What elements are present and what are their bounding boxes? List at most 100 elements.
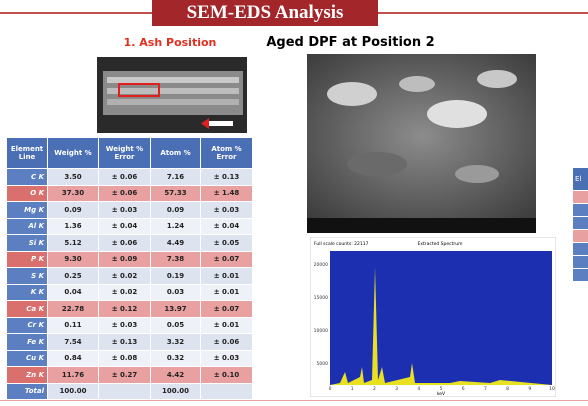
cell: ± 0.02	[99, 268, 150, 284]
ash-heading: 1. Ash Position	[100, 36, 240, 49]
column-header: Weight %	[48, 138, 98, 168]
cell: 0.09	[48, 202, 98, 218]
title-banner: SEM-EDS Analysis	[152, 0, 378, 26]
y-tick-label: 5000	[317, 361, 329, 367]
cell: 100.00	[151, 384, 200, 400]
y-tick-label: 10000	[314, 328, 328, 334]
cell: ± 0.05	[201, 235, 252, 251]
cell: ± 0.06	[99, 186, 150, 202]
spectrum-xlabel: keV	[437, 391, 446, 397]
cell: 0.32	[151, 351, 200, 367]
dpf-heading: Aged DPF at Position 2	[258, 35, 443, 50]
cell: 7.38	[151, 252, 200, 268]
y-tick-label: 15000	[314, 295, 328, 301]
cell: 0.11	[48, 318, 98, 334]
element-cell: Fe K	[7, 334, 47, 350]
cell: 0.04	[48, 285, 98, 301]
cell: 100.00	[48, 384, 98, 400]
cell: ± 0.09	[99, 252, 150, 268]
cell: ± 0.07	[201, 301, 252, 317]
element-cell: C K	[7, 169, 47, 185]
cell: ± 0.27	[99, 367, 150, 383]
cell: 37.30	[48, 186, 98, 202]
cell: 13.97	[151, 301, 200, 317]
x-tick-label: 7	[484, 386, 487, 392]
cell: 1.24	[151, 219, 200, 235]
cell: 0.84	[48, 351, 98, 367]
cell: 9.30	[48, 252, 98, 268]
slide: SEM-EDS Analysis 1. Ash Position Element…	[0, 0, 588, 406]
x-tick-label: 8	[506, 386, 509, 392]
cell: 3.50	[48, 169, 98, 185]
x-tick-label: 0	[329, 386, 332, 392]
cell: ± 0.03	[201, 351, 252, 367]
x-tick-label: 6	[462, 386, 465, 392]
cell: ± 0.13	[201, 169, 252, 185]
element-cell: Mg K	[7, 202, 47, 218]
x-tick-label: 1	[351, 386, 354, 392]
cell: 7.54	[48, 334, 98, 350]
column-header: Element Line	[7, 138, 47, 168]
cell: 7.16	[151, 169, 200, 185]
cell: ± 0.02	[99, 285, 150, 301]
cell: ± 0.01	[201, 268, 252, 284]
element-cell: Si K	[7, 235, 47, 251]
spectrum-counts: Full scale counts: 22117	[314, 241, 369, 247]
x-tick-label: 9	[528, 386, 531, 392]
element-cell: O K	[7, 186, 47, 202]
ash-photo	[97, 57, 247, 133]
cell: ± 0.08	[99, 351, 150, 367]
x-tick-label: 4	[417, 386, 420, 392]
cell: ± 0.13	[99, 334, 150, 350]
cell: ± 1.48	[201, 186, 252, 202]
cut-header: El	[573, 168, 588, 190]
cell: 0.19	[151, 268, 200, 284]
cell: ± 0.04	[201, 219, 252, 235]
bottom-rule	[0, 400, 588, 401]
element-cell: S K	[7, 268, 47, 284]
element-cell: Al K	[7, 219, 47, 235]
cell: ± 0.06	[99, 169, 150, 185]
cell: 3.32	[151, 334, 200, 350]
cell: 57.33	[151, 186, 200, 202]
element-cell: Cu K	[7, 351, 47, 367]
cell: 0.03	[151, 285, 200, 301]
column-header: Atom % Error	[201, 138, 252, 168]
element-cell: Ca K	[7, 301, 47, 317]
cell	[201, 384, 252, 400]
element-cell: Total	[7, 384, 47, 400]
cell: 22.78	[48, 301, 98, 317]
y-tick-label: 20000	[314, 262, 328, 268]
cell: ± 0.03	[99, 202, 150, 218]
cell: 0.25	[48, 268, 98, 284]
cell: ± 0.01	[201, 285, 252, 301]
cell: 0.09	[151, 202, 200, 218]
cell: ± 0.03	[201, 202, 252, 218]
cell: 4.49	[151, 235, 200, 251]
cell: ± 0.06	[99, 235, 150, 251]
cell: 5.12	[48, 235, 98, 251]
x-tick-label: 2	[373, 386, 376, 392]
cell: ± 0.04	[99, 219, 150, 235]
element-cell: Cr K	[7, 318, 47, 334]
cell: ± 0.01	[201, 318, 252, 334]
column-header: Weight % Error	[99, 138, 150, 168]
cell: 4.42	[151, 367, 200, 383]
element-cell: P K	[7, 252, 47, 268]
cell: ± 0.07	[201, 252, 252, 268]
